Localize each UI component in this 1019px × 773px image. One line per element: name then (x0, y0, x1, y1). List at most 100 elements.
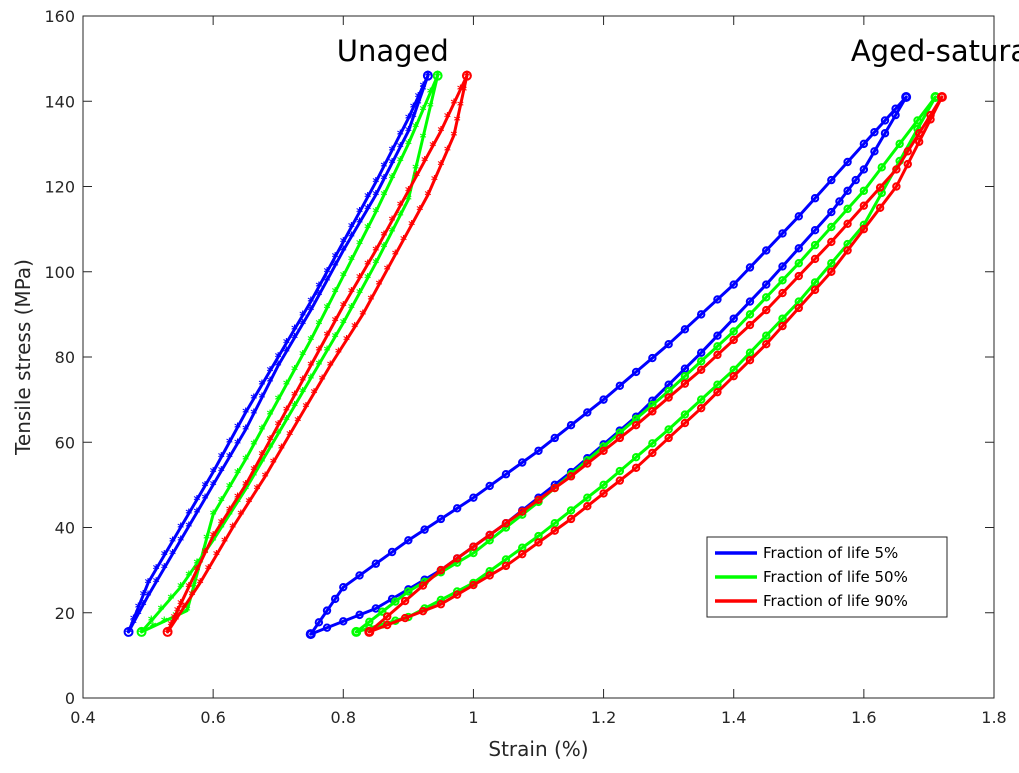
data-point-1-aged (778, 262, 787, 271)
data-point-1-unaged: * (210, 479, 217, 494)
data-point-2-unaged: * (167, 592, 174, 607)
data-point-2-aged (877, 163, 886, 172)
data-point-1-unaged: * (405, 125, 412, 140)
x-tick-label: 1.4 (721, 708, 746, 727)
data-point-3-unaged: * (275, 419, 282, 434)
data-point-3-aged (485, 530, 494, 540)
data-point-2-aged (550, 519, 559, 528)
data-point-3-aged (501, 561, 511, 571)
data-point-3-aged (469, 542, 478, 551)
data-point-2-aged (729, 327, 738, 336)
data-point-1-aged (745, 297, 755, 306)
data-point-3-unaged: * (254, 483, 261, 498)
data-point-2-aged (391, 597, 400, 606)
data-point-3-unaged: * (397, 200, 404, 215)
y-tick-label: 100 (44, 263, 75, 282)
data-point-3-unaged: * (335, 347, 342, 362)
data-point-3-aged (892, 182, 901, 191)
data-point-2-unaged: * (267, 409, 274, 424)
data-point-3-unaged: * (302, 401, 309, 416)
data-point-3-unaged: * (278, 443, 285, 458)
data-point-3-unaged: * (197, 577, 204, 592)
data-point-3-unaged: * (348, 286, 355, 301)
data-point-2-aged (713, 342, 722, 351)
data-point-2-aged (680, 410, 690, 419)
series-line-1-unaged-loading (127, 74, 430, 634)
data-point-1-aged (762, 246, 771, 255)
data-point-1-aged (827, 207, 836, 217)
data-point-3-aged (875, 203, 885, 213)
data-point-3-unaged: * (421, 155, 428, 170)
data-point-1-unaged: * (397, 141, 404, 156)
data-point-1-aged (339, 582, 348, 592)
data-point-2-unaged: * (275, 428, 282, 443)
data-point-3-aged (680, 379, 690, 388)
data-point-2-unaged: * (218, 522, 225, 537)
data-point-3-unaged: * (451, 97, 458, 112)
data-point-1-unaged: * (145, 577, 152, 592)
data-point-1-unaged: * (410, 111, 417, 126)
data-point-2-aged (913, 116, 922, 125)
series-line-2-aged-unloading (354, 95, 937, 634)
data-point-2-unaged: * (210, 509, 217, 524)
data-point-1-unaged: * (420, 84, 427, 99)
data-point-3-aged (436, 600, 446, 609)
data-point-1-unaged: * (234, 437, 241, 452)
data-point-3-aged (827, 237, 836, 247)
data-point-1-aged (680, 325, 690, 334)
data-point-1-aged (729, 280, 738, 289)
data-point-2-aged (713, 380, 722, 389)
data-point-3-aged (664, 393, 673, 402)
data-point-2-unaged: * (315, 318, 322, 333)
data-point-1-unaged (123, 626, 134, 637)
data-point-1-aged (371, 604, 381, 613)
data-point-2-unaged: * (324, 345, 331, 360)
data-point-2-unaged: * (193, 558, 200, 573)
data-point-3-unaged: * (429, 140, 436, 155)
data-point-1-aged (859, 139, 869, 149)
data-point-3-unaged: * (444, 111, 451, 126)
data-point-3-unaged: * (437, 159, 444, 174)
data-point-3-aged (745, 320, 755, 330)
data-point-1-unaged: * (283, 337, 290, 352)
data-point-3-aged (615, 476, 625, 485)
data-point-1-aged (859, 165, 869, 174)
data-point-3-aged (400, 613, 410, 623)
data-point-3-unaged: * (368, 293, 375, 308)
x-axis-label: Strain (%) (488, 737, 588, 761)
data-point-3-aged (794, 271, 803, 281)
data-point-1-aged (843, 157, 852, 167)
data-point-2-aged (631, 452, 641, 462)
data-point-1-unaged: * (177, 534, 184, 549)
data-point-1-unaged: * (410, 102, 417, 117)
data-point-2-unaged: * (259, 423, 266, 438)
data-point-1-unaged: * (389, 144, 396, 159)
y-tick-label: 60 (55, 433, 75, 452)
data-point-2-unaged: * (210, 534, 217, 549)
data-point-1-unaged: * (202, 480, 209, 495)
data-point-1-unaged: * (424, 70, 431, 85)
data-point-2-unaged: * (412, 162, 419, 177)
data-point-3-unaged: * (392, 249, 399, 264)
data-point-2-unaged: * (340, 317, 347, 332)
data-point-1-unaged: * (315, 281, 322, 296)
data-point-2-aged (485, 536, 494, 545)
data-point-1-unaged: * (169, 548, 176, 563)
data-point-2-unaged: * (299, 349, 306, 364)
data-point-3-aged (485, 571, 494, 580)
data-point-3-unaged: * (431, 174, 438, 189)
data-point-1-unaged: * (283, 346, 290, 361)
data-point-3-unaged: * (359, 308, 366, 323)
legend-entry: Fraction of life 90% (763, 592, 908, 610)
data-point-2-unaged: * (348, 302, 355, 317)
data-point-3-unaged: * (164, 626, 171, 641)
data-point-3-aged (615, 433, 625, 443)
data-point-2-aged (827, 259, 836, 268)
data-point-3-unaged: * (408, 219, 415, 234)
data-point-2-aged (843, 204, 852, 214)
data-point-1-unaged: * (420, 80, 427, 95)
data-point-3-unaged: * (351, 321, 358, 336)
data-point-1-unaged: * (185, 520, 192, 535)
data-point-3-unaged: * (213, 549, 220, 564)
data-point-1-unaged: * (397, 128, 404, 143)
